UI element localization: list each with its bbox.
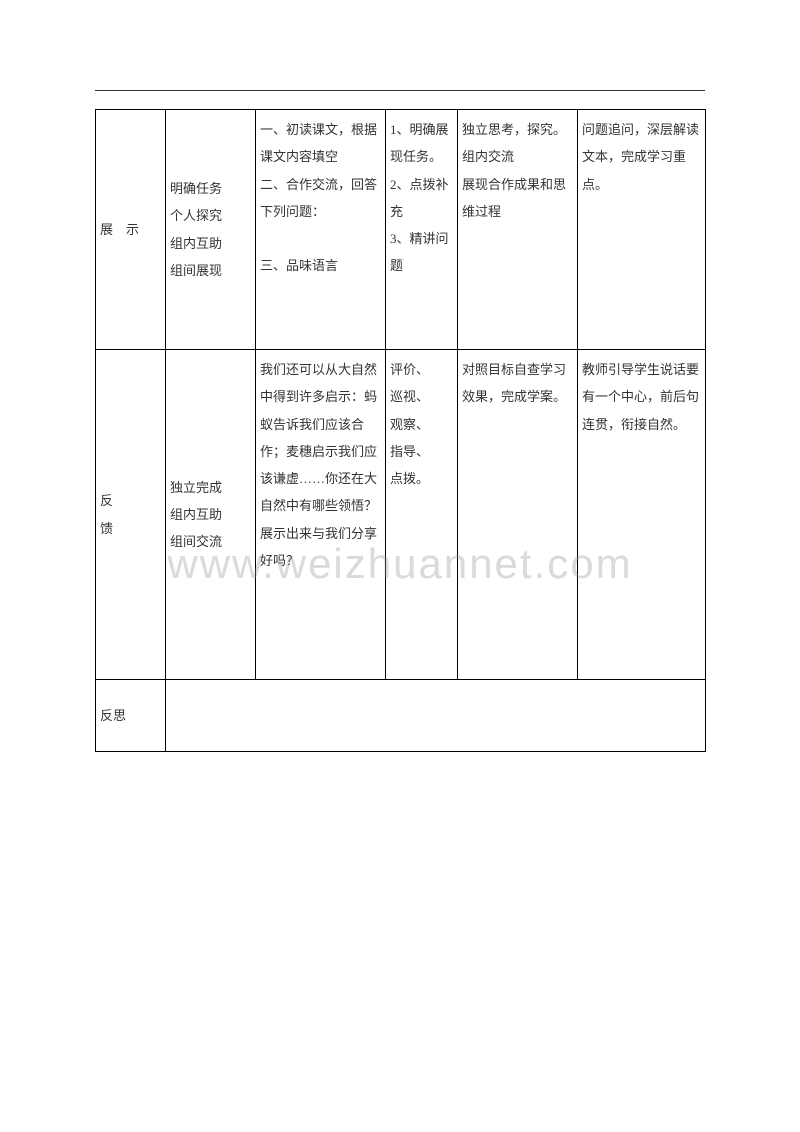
phase-cell-feedback: 反馈 [96, 350, 166, 680]
student-cell-display: 独立思考，探究。组内交流展现合作成果和思维过程 [458, 110, 578, 350]
phase-cell-display: 展 示 [96, 110, 166, 350]
notes-cell-display: 问题追问，深层解读文本，完成学习重点。 [578, 110, 706, 350]
content-cell-display: 一、初读课文，根据课文内容填空二、合作交流，回答下列问题：三、品味语言 [256, 110, 386, 350]
table-row-display: 展 示 明确任务个人探究组内互助组间展现 一、初读课文，根据课文内容填空二、合作… [96, 110, 706, 350]
notes-cell-feedback: 教师引导学生说话要有一个中心，前后句连贯，衔接自然。 [578, 350, 706, 680]
task-cell-display: 明确任务个人探究组内互助组间展现 [166, 110, 256, 350]
teacher-cell-feedback: 评价、巡视、观察、指导、点拨。 [386, 350, 458, 680]
table-row-feedback: 反馈 独立完成组内互助组间交流 我们还可以从大自然中得到许多启示：蚂蚁告诉我们应… [96, 350, 706, 680]
top-divider [95, 90, 705, 91]
task-cell-feedback: 独立完成组内互助组间交流 [166, 350, 256, 680]
reflect-merged-cell [166, 680, 706, 752]
table-row-reflect: 反思 [96, 680, 706, 752]
content-cell-feedback: 我们还可以从大自然中得到许多启示：蚂蚁告诉我们应该合作；麦穗启示我们应该谦虚……… [256, 350, 386, 680]
student-cell-feedback: 对照目标自查学习效果，完成学案。 [458, 350, 578, 680]
phase-cell-reflect: 反思 [96, 680, 166, 752]
teacher-cell-display: 1、明确展现任务。2、点拨补充3、精讲问题 [386, 110, 458, 350]
lesson-plan-table: 展 示 明确任务个人探究组内互助组间展现 一、初读课文，根据课文内容填空二、合作… [95, 109, 706, 752]
